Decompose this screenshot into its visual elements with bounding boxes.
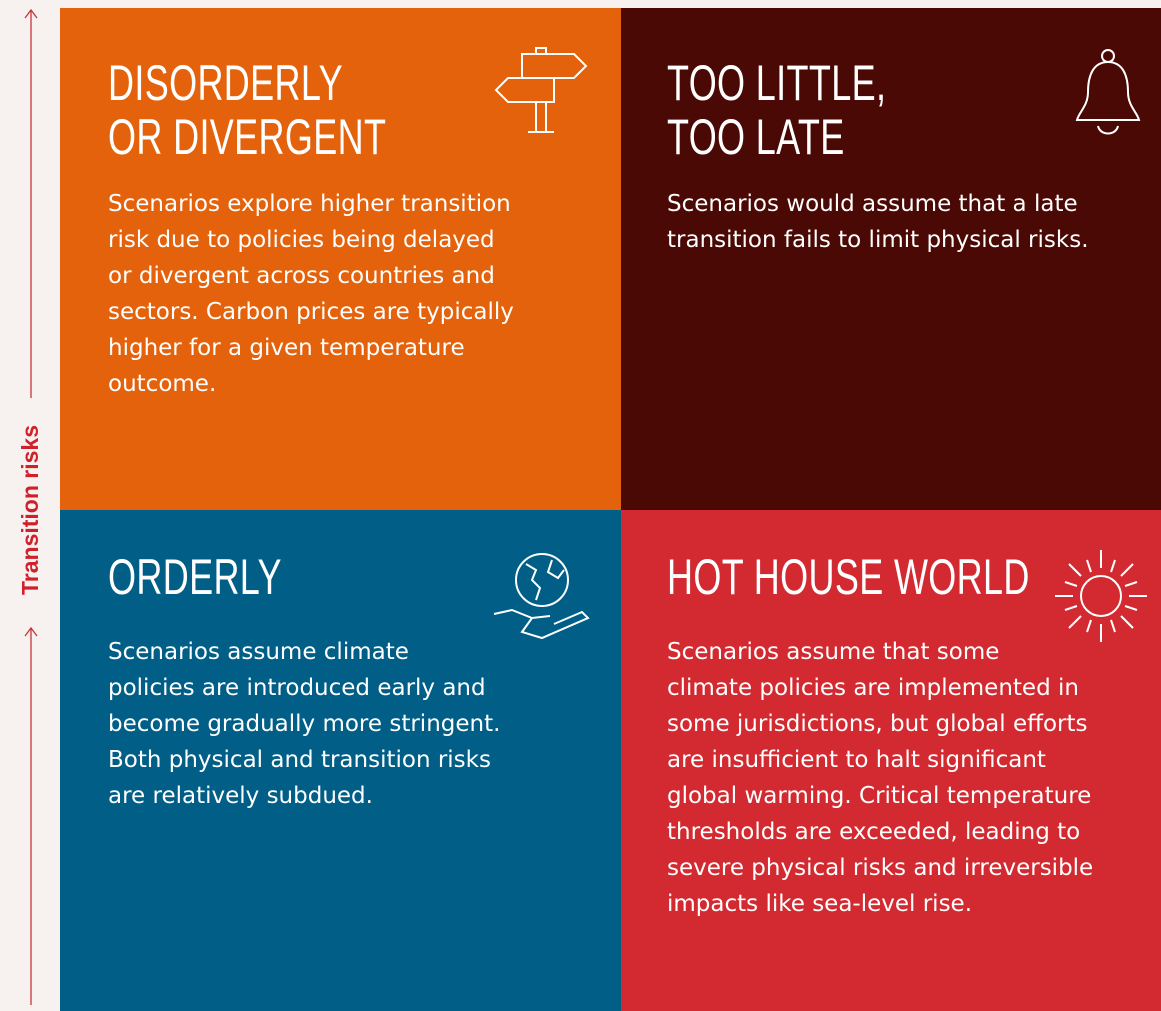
title-line: TOO LITTLE,	[667, 55, 887, 111]
description-line: global warming. Critical temperature	[667, 783, 1092, 809]
description-line: risk due to policies being delayed	[108, 227, 495, 253]
description-line: Scenarios assume climate	[108, 639, 409, 665]
description-line: climate policies are implemented in	[667, 675, 1079, 701]
title: HOT HOUSE WORLD	[667, 550, 1030, 604]
description-line: severe physical risks and irreversible	[667, 855, 1094, 881]
description-line: some jurisdictions, but global efforts	[667, 711, 1088, 737]
description-line: outcome.	[108, 371, 217, 397]
quadrant: HOT HOUSE WORLD Scenarios assume that so…	[621, 510, 1161, 1011]
title-line: DISORDERLY	[108, 55, 343, 111]
description-line: policies are introduced early and	[108, 675, 486, 701]
description-line: Scenarios explore higher transition	[108, 191, 511, 217]
title-line: HOT HOUSE WORLD	[667, 549, 1030, 605]
title-line: OR DIVERGENT	[108, 109, 387, 165]
description-line: or divergent across countries and	[108, 263, 495, 289]
bell-icon	[1075, 49, 1141, 135]
axis-label: Transition risks	[17, 425, 43, 595]
signpost-icon	[494, 47, 588, 133]
sun-icon	[1055, 550, 1147, 642]
description: Scenarios assume that some climate polici…	[667, 634, 1093, 922]
description-line: higher for a given temperature	[108, 335, 465, 361]
description-line: transition fails to limit physical risks…	[667, 227, 1089, 253]
description-line: sectors. Carbon prices are typically	[108, 299, 514, 325]
description: Scenarios explore higher transition risk …	[108, 186, 514, 402]
quadrant: TOO LITTLE, TOO LATE Scenarios would assu…	[621, 8, 1161, 510]
description: Scenarios would assume that a late transi…	[667, 186, 1089, 258]
quadrant: ORDERLY Scenarios assume climate policies…	[60, 510, 621, 1011]
quadrant: DISORDERLY OR DIVERGENT Scenarios explore…	[60, 8, 621, 510]
description-line: thresholds are exceeded, leading to	[667, 819, 1081, 845]
description-line: impacts like sea-level rise.	[667, 891, 973, 917]
title-line: TOO LATE	[667, 109, 845, 165]
description-line: Both physical and transition risks	[108, 747, 491, 773]
description-line: are relatively subdued.	[108, 783, 373, 809]
title: ORDERLY	[108, 550, 282, 604]
globe-hand-icon	[493, 553, 590, 640]
title-line: ORDERLY	[108, 549, 282, 605]
description-line: Scenarios would assume that a late	[667, 191, 1078, 217]
description: Scenarios assume climate policies are int…	[108, 634, 500, 814]
title: DISORDERLY OR DIVERGENT	[108, 56, 386, 164]
description-line: are insufficient to halt significant	[667, 747, 1046, 773]
axis: Transition risks	[17, 8, 43, 1005]
title: TOO LITTLE, TOO LATE	[667, 56, 886, 164]
description-line: Scenarios assume that some	[667, 639, 1000, 665]
description-line: become gradually more stringent.	[108, 711, 501, 737]
